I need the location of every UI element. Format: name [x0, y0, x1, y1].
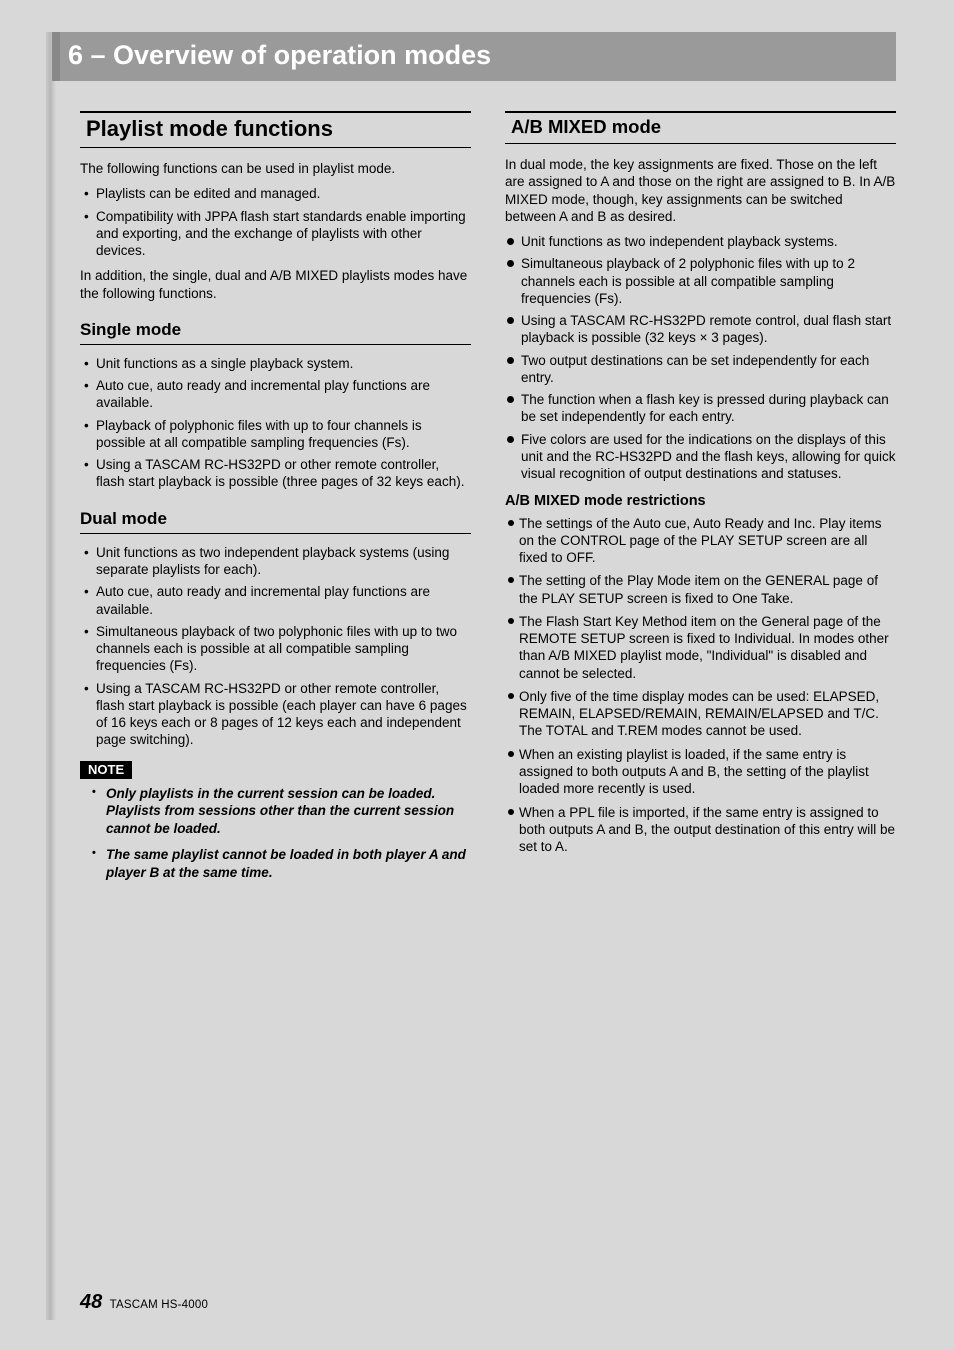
subheading-dual-mode: Dual mode: [80, 509, 471, 534]
model-name: TASCAM HS-4000: [110, 1299, 208, 1311]
list-item: Unit functions as a single playback syst…: [82, 355, 471, 372]
subheading-ab-restrictions: A/B MIXED mode restrictions: [505, 493, 896, 509]
intro-bullet-list: Playlists can be edited and managed. Com…: [80, 185, 471, 259]
list-item: Auto cue, auto ready and incremental pla…: [82, 583, 471, 618]
list-item: Using a TASCAM RC-HS32PD remote control,…: [505, 312, 896, 347]
section-heading-playlist-mode-functions: Playlist mode functions: [80, 111, 471, 148]
list-item: Auto cue, auto ready and incremental pla…: [82, 377, 471, 412]
list-item: Simultaneous playback of two polyphonic …: [82, 623, 471, 675]
list-item: The function when a flash key is pressed…: [505, 391, 896, 426]
list-item: Two output destinations can be set indep…: [505, 352, 896, 387]
ab-restrictions-list: The settings of the Auto cue, Auto Ready…: [505, 515, 896, 856]
list-item: Unit functions as two independent playba…: [82, 544, 471, 579]
page-footer: 48 TASCAM HS-4000: [80, 1291, 208, 1314]
list-item: When an existing playlist is loaded, if …: [506, 746, 896, 798]
list-item: Playlists can be edited and managed.: [82, 185, 471, 202]
intro-paragraph: The following functions can be used in p…: [80, 160, 471, 177]
left-column: Playlist mode functions The following fu…: [80, 109, 471, 890]
dual-mode-list: Unit functions as two independent playba…: [80, 544, 471, 749]
section-heading-ab-mixed-mode: A/B MIXED mode: [505, 111, 896, 144]
list-item: Simultaneous playback of 2 polyphonic fi…: [505, 255, 896, 307]
list-item: The same playlist cannot be loaded in bo…: [92, 846, 471, 881]
subheading-single-mode: Single mode: [80, 320, 471, 345]
note-label: NOTE: [80, 761, 132, 779]
ab-feature-list: Unit functions as two independent playba…: [505, 233, 896, 482]
list-item: The settings of the Auto cue, Auto Ready…: [506, 515, 896, 567]
list-item: Unit functions as two independent playba…: [505, 233, 896, 250]
two-column-layout: Playlist mode functions The following fu…: [80, 109, 896, 890]
list-item: Using a TASCAM RC-HS32PD or other remote…: [82, 680, 471, 749]
list-item: The setting of the Play Mode item on the…: [506, 572, 896, 607]
chapter-title: 6 – Overview of operation modes: [52, 32, 896, 81]
note-list: Only playlists in the current session ca…: [80, 785, 471, 882]
list-item: The Flash Start Key Method item on the G…: [506, 613, 896, 682]
right-column: A/B MIXED mode In dual mode, the key ass…: [505, 109, 896, 890]
list-item: Five colors are used for the indications…: [505, 431, 896, 483]
list-item: Compatibility with JPPA flash start stan…: [82, 208, 471, 260]
list-item: Only five of the time display modes can …: [506, 688, 896, 740]
intro-paragraph-2: In addition, the single, dual and A/B MI…: [80, 267, 471, 302]
single-mode-list: Unit functions as a single playback syst…: [80, 355, 471, 491]
page-number: 48: [80, 1291, 102, 1313]
list-item: Only playlists in the current session ca…: [92, 785, 471, 838]
page-content: 6 – Overview of operation modes Playlist…: [0, 0, 954, 1350]
list-item: When a PPL file is imported, if the same…: [506, 804, 896, 856]
ab-intro-paragraph: In dual mode, the key assignments are fi…: [505, 156, 896, 225]
list-item: Playback of polyphonic files with up to …: [82, 417, 471, 452]
list-item: Using a TASCAM RC-HS32PD or other remote…: [82, 456, 471, 491]
